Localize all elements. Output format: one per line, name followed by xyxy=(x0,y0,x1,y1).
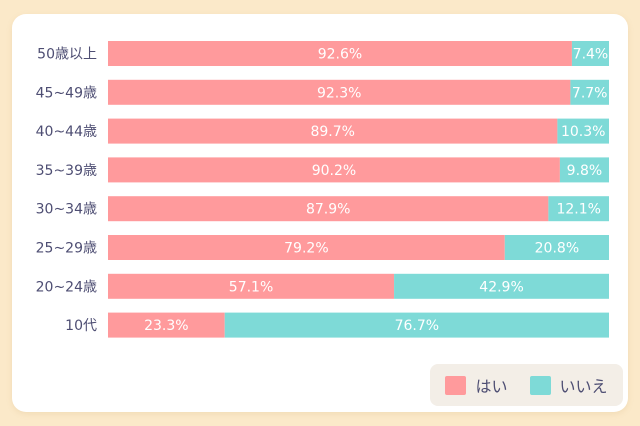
bar-segment-yes xyxy=(108,41,572,66)
category-label: 35~39歳 xyxy=(36,163,97,179)
data-label-yes: 89.7% xyxy=(310,124,354,140)
bar-segment-yes xyxy=(108,312,225,338)
category-label: 20~24歳 xyxy=(36,279,97,295)
legend-item-yes: はい xyxy=(445,373,508,397)
data-label-no: 7.7% xyxy=(572,85,608,101)
legend-label-no: いいえ xyxy=(559,377,608,396)
legend: はい いいえ xyxy=(430,364,623,406)
bar-segment-no xyxy=(559,157,609,183)
bar-segment-no xyxy=(224,312,609,338)
bar-segment-no xyxy=(570,79,609,105)
bar-segment-yes xyxy=(108,118,558,144)
bar-segment-no xyxy=(548,196,609,222)
category-label: 30~34歳 xyxy=(36,202,97,218)
bar-segment-no xyxy=(557,118,609,144)
category-label: 25~29歳 xyxy=(36,241,97,257)
bar-segment-yes xyxy=(108,196,549,222)
data-label-yes: 79.2% xyxy=(284,241,328,257)
data-label-yes: 23.3% xyxy=(144,318,188,334)
data-label-no: 76.7% xyxy=(395,318,439,334)
bar-segment-no xyxy=(571,41,609,66)
category-label: 40~44歳 xyxy=(36,124,97,140)
chart-card: 50歳以上 92.6% 7.4% 45~49歳 92.3% 7.7% 40~44歳 89.7%… xyxy=(12,14,628,412)
data-label-yes: 57.1% xyxy=(229,279,273,295)
data-label-no: 12.1% xyxy=(556,202,600,218)
legend-swatch-no xyxy=(529,375,551,395)
data-label-yes: 92.6% xyxy=(318,47,362,63)
category-label: 10代 xyxy=(65,318,97,334)
bar-segment-yes xyxy=(108,157,560,183)
bar-segment-yes xyxy=(108,79,571,105)
data-label-no: 10.3% xyxy=(561,124,605,140)
data-label-no: 7.4% xyxy=(573,47,609,63)
bar-segment-no xyxy=(504,235,609,260)
legend-item-no: いいえ xyxy=(529,373,608,397)
legend-label-yes: はい xyxy=(475,377,508,396)
data-label-yes: 92.3% xyxy=(317,85,361,101)
bar-segment-yes xyxy=(108,273,395,299)
data-label-no: 42.9% xyxy=(479,279,523,295)
data-label-no: 20.8% xyxy=(535,241,579,257)
category-label: 45~49歳 xyxy=(36,85,97,101)
data-label-yes: 90.2% xyxy=(312,163,356,179)
data-label-no: 9.8% xyxy=(567,163,603,179)
data-label-yes: 87.9% xyxy=(306,202,350,218)
stacked-bar-chart: 50歳以上 92.6% 7.4% 45~49歳 92.3% 7.7% 40~44歳 89.7%… xyxy=(36,41,609,338)
bar-segment-no xyxy=(394,273,609,299)
bar-segment-yes xyxy=(108,235,505,260)
category-label: 50歳以上 xyxy=(37,47,97,63)
legend-swatch-yes xyxy=(445,375,467,395)
